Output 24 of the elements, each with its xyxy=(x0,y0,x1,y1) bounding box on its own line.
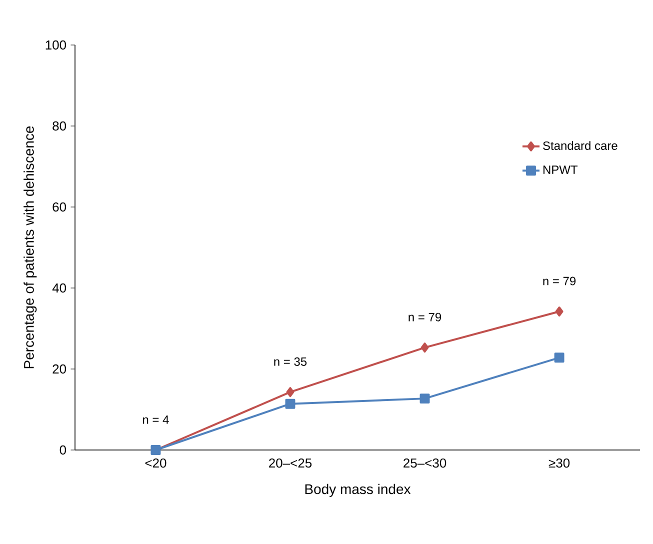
y-tick-label: 0 xyxy=(60,445,66,455)
point xyxy=(420,394,430,404)
x-tick-label: 25–<30 xyxy=(404,458,446,468)
y-tick-label: 40 xyxy=(52,283,66,293)
annotation: n = 79 xyxy=(408,312,442,322)
annotation: n = 79 xyxy=(543,276,576,286)
x-tick-label: 20–<25 xyxy=(269,458,312,468)
y-tick-label: 60 xyxy=(52,202,66,212)
legend-label: Standard care xyxy=(543,141,618,150)
legend-label: NPWT xyxy=(543,166,578,174)
x-axis-title: Body mass index xyxy=(305,484,411,497)
point xyxy=(554,352,564,363)
x-tick-label: <20 xyxy=(145,458,166,468)
point xyxy=(286,387,294,398)
point xyxy=(555,306,564,316)
y-tick-label: 20 xyxy=(52,364,66,374)
annotation: n = 4 xyxy=(143,416,169,424)
point xyxy=(420,342,429,353)
y-axis-title: Percentage of patients with dehiscence xyxy=(24,126,37,368)
y-tick-label: 80 xyxy=(52,121,66,131)
x-tick-label: ≥30 xyxy=(548,458,570,468)
y-tick-label: 100 xyxy=(46,40,66,50)
annotation: n = 35 xyxy=(274,357,307,366)
point xyxy=(285,398,296,409)
